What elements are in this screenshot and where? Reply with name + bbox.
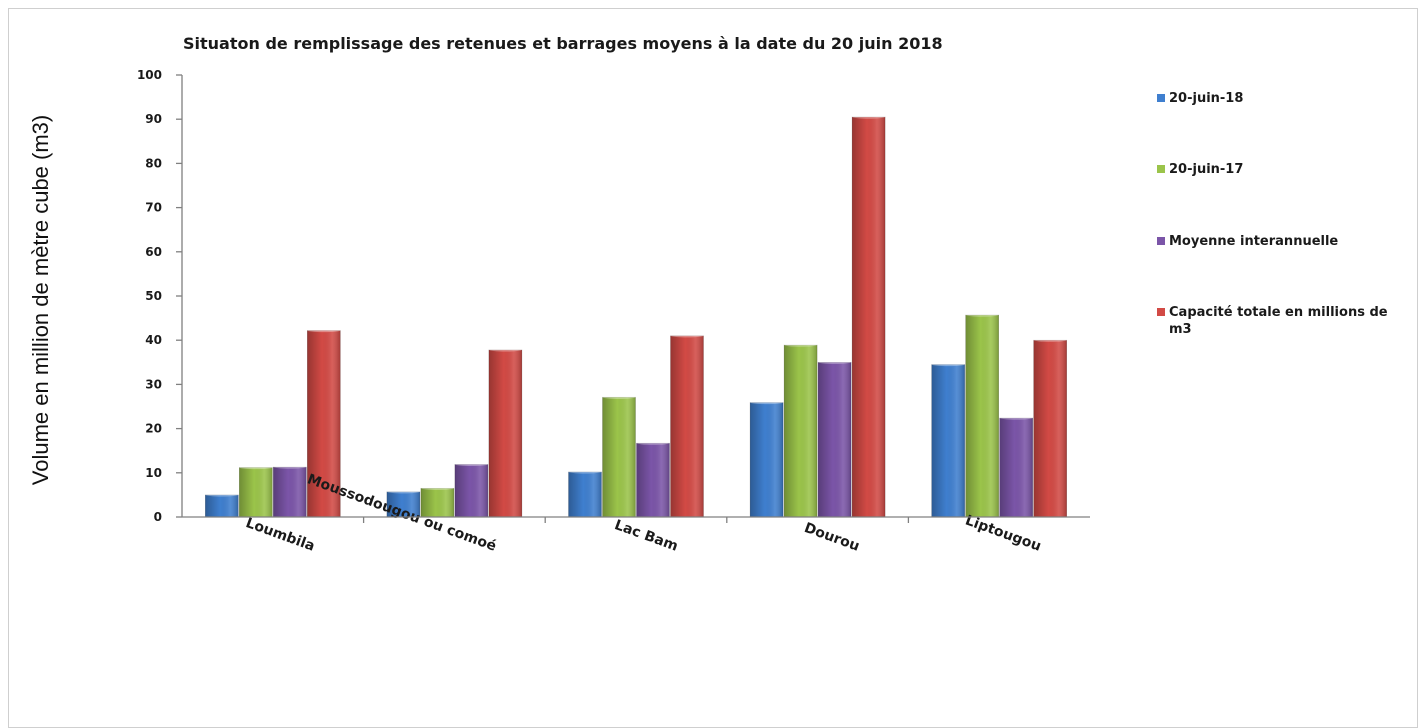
bar: [999, 416, 1034, 518]
bar-top-highlight: [784, 343, 818, 347]
bar: [851, 115, 886, 518]
bar-shading: [568, 471, 602, 517]
bar-shading: [784, 345, 818, 517]
bar-top-highlight: [386, 490, 420, 494]
bar: [420, 486, 455, 518]
y-tick-label: 60: [145, 245, 162, 259]
bar-top-highlight: [273, 465, 307, 469]
chart-title: Situaton de remplissage des retenues et …: [183, 34, 943, 53]
bar: [306, 328, 341, 518]
y-tick-label: 80: [145, 156, 162, 170]
x-tick-label: Dourou: [802, 520, 862, 555]
y-tick-label: 100: [137, 68, 162, 82]
bar: [965, 313, 1000, 518]
bar-shading: [454, 464, 488, 517]
legend-label: 20-juin-17: [1169, 162, 1243, 177]
bar: [488, 348, 523, 518]
y-tick-label: 50: [145, 289, 162, 303]
chart-frame: [8, 8, 1418, 728]
x-tick-label: Lac Bam: [612, 517, 680, 555]
bar-top-highlight: [420, 486, 454, 490]
bar-shading: [205, 494, 239, 517]
bar-chart: Situaton de remplissage des retenues et …: [28, 34, 1388, 555]
y-axis-label: Volume en million de mètre cube (m3): [28, 115, 53, 486]
legend-swatch: [1157, 308, 1165, 316]
x-tick-label: Liptougou: [963, 512, 1043, 554]
bar-top-highlight: [999, 416, 1033, 420]
bar-shading: [852, 116, 886, 518]
bar: [386, 490, 421, 518]
bar-top-highlight: [750, 400, 784, 405]
bar-shading: [239, 467, 273, 517]
bar-shading: [386, 491, 420, 517]
bar-shading: [602, 397, 636, 517]
bar-top-highlight: [568, 470, 602, 474]
bar: [749, 400, 784, 518]
legend-label: Capacité totale en millions de m3: [1169, 305, 1388, 337]
bar-shading: [307, 330, 341, 517]
bar-top-highlight: [965, 313, 999, 317]
y-axis-ticks: 0 10 20 30 40 50 60 70 80 90 100: [137, 68, 182, 524]
bar-top-highlight: [454, 462, 488, 467]
bar-shading: [670, 335, 704, 517]
bar: [670, 334, 704, 518]
y-tick-label: 20: [145, 422, 162, 436]
bars: [205, 115, 1067, 518]
bar: [783, 343, 818, 518]
bar-shading: [420, 488, 454, 517]
bar-top-highlight: [488, 348, 522, 352]
bar: [602, 395, 636, 518]
y-tick-label: 70: [145, 201, 162, 215]
bar-shading: [488, 349, 522, 517]
legend-swatch: [1157, 94, 1165, 102]
bar-shading: [636, 443, 670, 517]
y-tick-label: 30: [145, 377, 162, 391]
y-tick-label: 90: [145, 112, 162, 126]
bar-top-highlight: [205, 493, 239, 497]
bar-shading: [818, 362, 852, 517]
bar-top-highlight: [931, 362, 965, 367]
bar: [1033, 338, 1067, 518]
bar-shading: [965, 315, 999, 517]
y-tick-label: 40: [145, 333, 162, 347]
bar-top-highlight: [239, 465, 273, 470]
bar: [817, 360, 852, 518]
bar: [636, 441, 670, 518]
bar: [931, 362, 966, 518]
x-tick-label: Loumbila: [244, 515, 317, 555]
bar: [239, 465, 273, 518]
legend-swatch: [1157, 165, 1165, 173]
bar-shading: [750, 402, 784, 517]
legend-swatch: [1157, 237, 1165, 245]
bar-top-highlight: [602, 395, 636, 399]
y-tick-label: 0: [154, 510, 162, 524]
bar-top-highlight: [670, 334, 704, 338]
bar-top-highlight: [852, 115, 886, 119]
bar: [454, 462, 489, 518]
bar: [568, 470, 602, 518]
bar-top-highlight: [636, 441, 670, 445]
bar-shading: [273, 467, 307, 517]
bar-shading: [999, 417, 1033, 517]
y-tick-label: 10: [145, 466, 162, 480]
bar-shading: [931, 364, 965, 517]
bar-top-highlight: [1033, 338, 1067, 342]
legend-label: 20-juin-18: [1169, 91, 1243, 106]
legend-label: Moyenne interannuelle: [1169, 234, 1338, 249]
bar-top-highlight: [307, 328, 341, 333]
bar-top-highlight: [818, 360, 852, 364]
bar: [205, 493, 239, 518]
bar: [272, 465, 307, 518]
bar-shading: [1033, 340, 1067, 517]
legend: 20-juin-18 20-juin-17 Moyenne interannuell…: [1157, 91, 1388, 337]
